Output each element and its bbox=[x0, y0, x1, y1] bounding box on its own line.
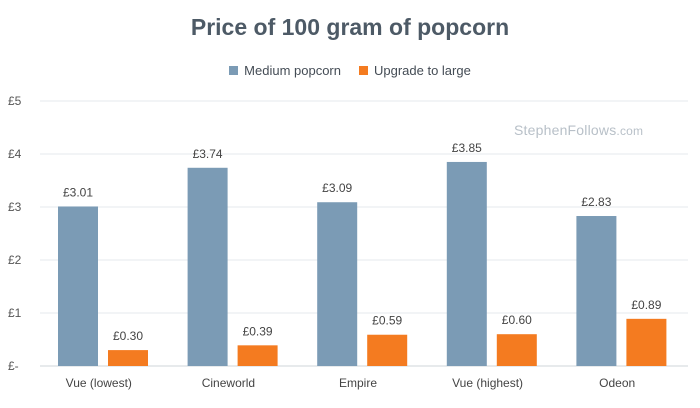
bar-medium bbox=[58, 206, 98, 366]
bar-medium bbox=[576, 216, 617, 366]
bar-large bbox=[626, 318, 667, 366]
legend-item-medium: Medium popcorn bbox=[229, 63, 341, 78]
legend-label-medium: Medium popcorn bbox=[244, 63, 341, 78]
bar-large bbox=[367, 334, 408, 366]
legend: Medium popcorn Upgrade to large bbox=[0, 63, 700, 78]
y-tick-label: £2 bbox=[8, 253, 22, 267]
watermark-domain: .com bbox=[616, 124, 644, 138]
chart-title: Price of 100 gram of popcorn bbox=[190, 14, 510, 40]
legend-swatch-large bbox=[358, 66, 368, 75]
bar-medium bbox=[187, 167, 228, 366]
watermark: StephenFollows.com bbox=[514, 122, 643, 138]
data-label: £0.89 bbox=[631, 298, 661, 312]
data-label: £0.39 bbox=[243, 324, 273, 338]
y-tick-label: £3 bbox=[8, 200, 22, 214]
legend-item-large: Upgrade to large bbox=[358, 63, 471, 78]
data-label: £0.59 bbox=[372, 314, 402, 328]
bar-medium bbox=[317, 202, 358, 366]
bar-medium bbox=[446, 161, 487, 366]
y-tick-label: £5 bbox=[8, 94, 22, 108]
x-tick-label: Vue (lowest) bbox=[66, 376, 132, 390]
y-tick-label: £4 bbox=[8, 147, 22, 161]
bar-large bbox=[108, 350, 148, 366]
y-tick-label: £- bbox=[8, 359, 19, 373]
data-label: £3.09 bbox=[322, 181, 352, 195]
data-label: £3.85 bbox=[452, 141, 482, 155]
data-label: £3.74 bbox=[193, 147, 223, 161]
bar-large bbox=[496, 334, 537, 366]
y-tick-label: £1 bbox=[8, 306, 22, 320]
data-label: £2.83 bbox=[581, 195, 611, 209]
bar-large bbox=[237, 345, 278, 366]
data-label: £0.30 bbox=[113, 329, 143, 343]
x-tick-label: Odeon bbox=[599, 376, 635, 390]
watermark-name: StephenFollows bbox=[514, 122, 617, 138]
data-label: £0.60 bbox=[502, 313, 532, 327]
x-tick-label: Vue (highest) bbox=[452, 376, 523, 390]
data-label: £3.01 bbox=[63, 185, 93, 199]
legend-label-large: Upgrade to large bbox=[373, 63, 471, 78]
x-tick-label: Empire bbox=[339, 376, 377, 390]
legend-swatch-medium bbox=[229, 66, 239, 75]
x-tick-label: Cineworld bbox=[202, 376, 255, 390]
